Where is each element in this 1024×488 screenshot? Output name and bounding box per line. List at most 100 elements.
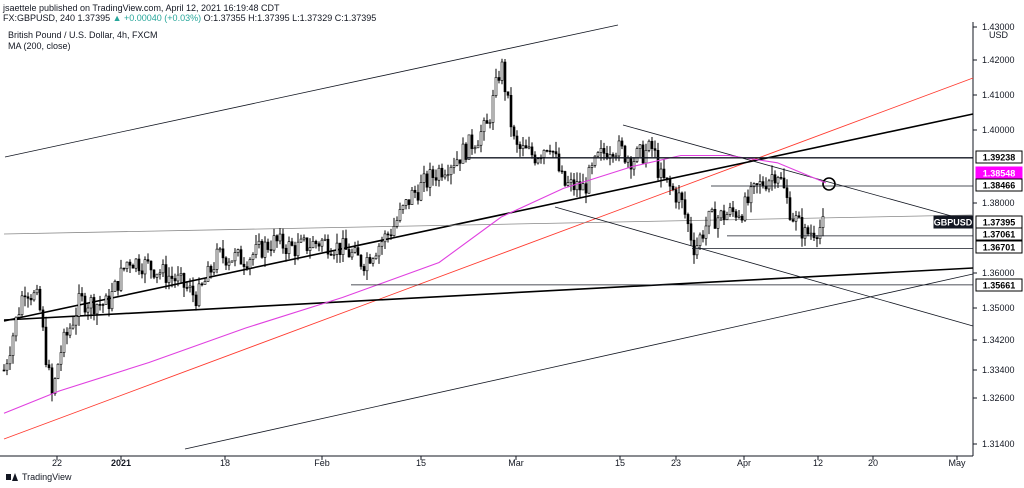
- candle: [242, 257, 246, 275]
- candle: [719, 209, 723, 221]
- candle: [710, 207, 714, 213]
- candle: [56, 363, 60, 380]
- candle: [722, 204, 726, 225]
- candle: [200, 282, 204, 287]
- candle: [185, 281, 189, 292]
- price-tick-label: 1.40000: [982, 125, 1015, 135]
- candle: [635, 146, 639, 163]
- candle: [443, 169, 447, 180]
- symbol-ohlc-line: FX:GBPUSD, 240 1.37395 ▲ +0.00040 (+0.03…: [3, 13, 376, 23]
- currency-label: USD: [989, 30, 1009, 40]
- footer[interactable]: TradingView: [6, 472, 72, 482]
- candle: [11, 332, 15, 364]
- candle: [77, 284, 81, 326]
- upper-channel-line[interactable]: [4, 24, 619, 158]
- candle: [362, 263, 366, 276]
- candle: [263, 236, 267, 267]
- candle: [704, 216, 708, 246]
- price-tick-label: 1.36000: [982, 268, 1015, 278]
- candle: [416, 184, 420, 205]
- svg-text:1.38548: 1.38548: [983, 169, 1016, 179]
- descending-channel-top[interactable]: [622, 124, 974, 223]
- candle: [401, 204, 405, 214]
- candles-layer: [2, 58, 825, 402]
- candle: [560, 165, 564, 174]
- candle: [449, 164, 453, 185]
- price-axis-ticks: 1.43000 1.42000 1.41000 1.40000 1.38000 1.360…: [973, 22, 1015, 449]
- candle: [596, 151, 600, 158]
- price-level-tag: 1.35661: [975, 278, 1023, 292]
- candle: [260, 239, 264, 259]
- price-tick-label: 1.38000: [982, 198, 1015, 208]
- price-labels-layer: 1.39238 1.38548 1.38466 GBPUSD 1.37395 1.3706…: [933, 150, 1023, 292]
- descending-channel-bottom[interactable]: [554, 206, 974, 327]
- candle: [413, 185, 417, 199]
- price-tick-label: 1.41000: [982, 90, 1015, 100]
- candle: [800, 208, 804, 247]
- candle: [275, 234, 279, 248]
- candle: [176, 266, 180, 287]
- time-tick-label: 15: [615, 458, 625, 468]
- ma-legend[interactable]: MA (200, close): [8, 41, 71, 51]
- candle: [71, 316, 75, 330]
- candle: [821, 208, 825, 237]
- candle: [266, 238, 270, 253]
- candle: [119, 259, 123, 292]
- candle: [728, 202, 732, 217]
- candle: [491, 89, 495, 130]
- candle: [59, 345, 63, 371]
- candle: [368, 253, 372, 265]
- candle: [419, 174, 423, 202]
- candle: [548, 144, 552, 155]
- candle: [500, 58, 504, 85]
- candle: [62, 328, 66, 358]
- candle: [497, 70, 501, 84]
- candle: [818, 219, 822, 245]
- candle: [293, 241, 297, 265]
- series-legend[interactable]: British Pound / U.S. Dollar, 4h, FXCM: [8, 30, 158, 40]
- candle: [803, 223, 807, 246]
- candle: [668, 175, 672, 196]
- lower-support-trendline[interactable]: [3, 267, 974, 321]
- candle: [107, 289, 111, 317]
- candle: [161, 259, 165, 277]
- candle: [782, 168, 786, 189]
- candle: [5, 359, 9, 376]
- candle: [440, 163, 444, 181]
- candle: [461, 137, 465, 164]
- candle: [677, 185, 681, 210]
- ma-200-line[interactable]: [3, 154, 827, 414]
- candle: [569, 172, 573, 192]
- thin-horizontal-trendline[interactable]: [3, 214, 974, 235]
- candle: [563, 170, 567, 187]
- candle: [128, 259, 132, 273]
- candle: [647, 139, 651, 153]
- target-circle-marker[interactable]: [822, 177, 836, 191]
- candle: [122, 267, 126, 272]
- lower-channel-line[interactable]: [184, 273, 974, 450]
- time-tick-label: Feb: [314, 458, 330, 468]
- footer-brand: TradingView: [22, 472, 72, 482]
- candle: [734, 209, 738, 221]
- candle: [392, 217, 396, 237]
- candle: [101, 303, 105, 313]
- candle: [512, 124, 516, 140]
- candle: [779, 172, 783, 180]
- candle: [32, 290, 36, 302]
- symbol-interval: FX:GBPUSD, 240: [3, 13, 76, 23]
- svg-text:1.37395: 1.37395: [983, 218, 1016, 228]
- candle: [104, 293, 108, 305]
- candle: [338, 242, 342, 263]
- candle: [230, 260, 234, 263]
- red-channel-line[interactable]: [3, 77, 974, 440]
- candle: [434, 169, 438, 187]
- candle: [731, 200, 735, 217]
- candle: [167, 267, 171, 290]
- candle: [578, 172, 582, 198]
- candle: [503, 59, 507, 101]
- candle: [74, 307, 78, 335]
- candle: [92, 293, 96, 321]
- time-tick-label: 22: [52, 458, 62, 468]
- candle: [158, 269, 162, 280]
